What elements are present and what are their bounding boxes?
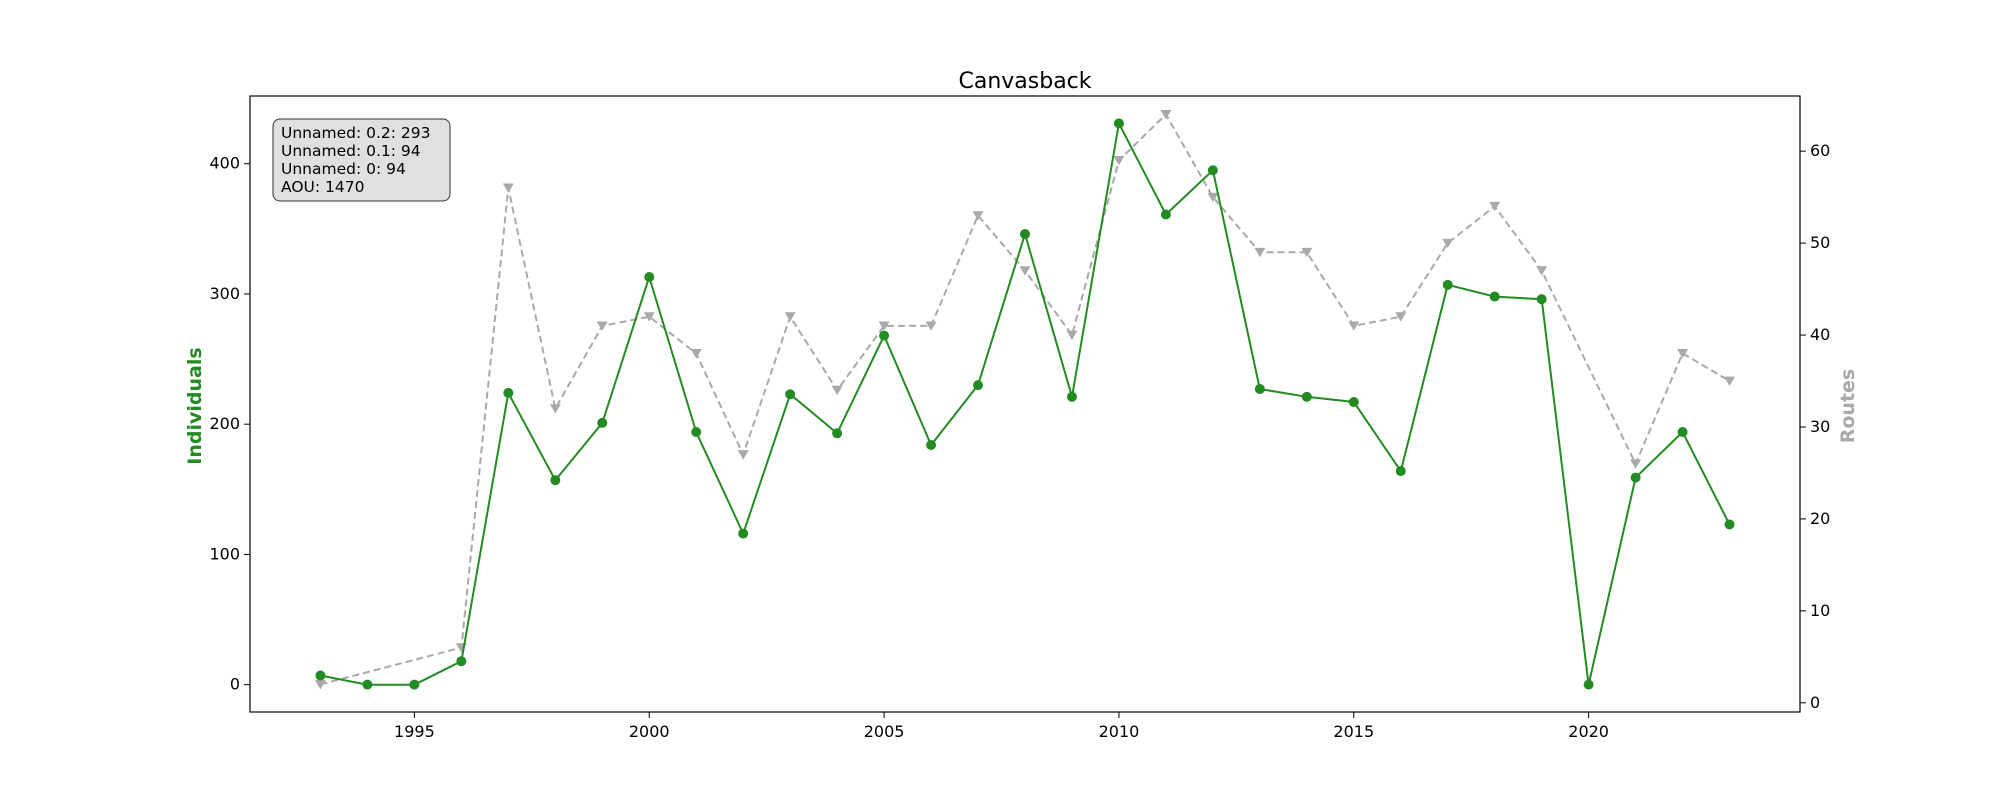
routes-point: [1489, 201, 1501, 212]
individuals-point: [1254, 384, 1265, 395]
series-layer: [314, 109, 1736, 690]
x-tick-label: 2015: [1333, 722, 1374, 741]
y-tick-label-left: 200: [209, 414, 240, 433]
routes-point: [1113, 155, 1125, 166]
info-line-4: AOU: 1470: [281, 178, 364, 196]
routes-point: [1724, 376, 1736, 386]
individuals-point: [1348, 397, 1359, 408]
individuals-point: [1207, 165, 1218, 176]
routes-point: [1630, 459, 1642, 469]
individuals-point: [879, 330, 890, 341]
routes-point: [1677, 349, 1689, 359]
y-tick-label-left: 300: [209, 284, 240, 303]
x-tick-label: 2000: [629, 722, 670, 741]
plot-frame: [249, 95, 1801, 713]
routes-point: [737, 450, 749, 460]
routes-point: [1442, 238, 1454, 249]
routes-point: [314, 680, 326, 690]
y-tick-label-left: 400: [209, 154, 240, 173]
routes-point: [878, 321, 890, 331]
routes-point: [1066, 330, 1078, 340]
individuals-point: [456, 656, 467, 667]
routes-point: [1160, 109, 1172, 120]
info-line-3: Unnamed: 0: 94: [281, 160, 406, 178]
individuals-point: [597, 417, 608, 428]
info-box-frame: [272, 118, 451, 202]
individuals-point: [973, 380, 984, 391]
info-box: Unnamed: 0.2: 293 Unnamed: 0.1: 94 Unnam…: [272, 118, 451, 202]
individuals-point: [1630, 472, 1641, 483]
individuals-point: [832, 428, 843, 439]
y-axis-label-left: Individuals: [184, 347, 206, 464]
individuals-point: [926, 440, 937, 451]
individuals-point: [1020, 229, 1030, 240]
y-tick-label-right: 50: [1810, 233, 1830, 252]
individuals-point: [1442, 279, 1453, 290]
routes-point: [784, 312, 796, 322]
routes-point: [1207, 192, 1219, 203]
routes-point: [1395, 312, 1407, 322]
x-tick-label: 2010: [1099, 722, 1140, 741]
x-tick-label: 1995: [394, 722, 435, 741]
individuals-point: [1395, 466, 1406, 477]
individuals-point: [1489, 291, 1500, 302]
routes-point: [596, 321, 608, 331]
y-tick-label-left: 0: [230, 675, 240, 694]
y-axis-label-right: Routes: [1837, 369, 1859, 444]
y-tick-label-right: 10: [1810, 601, 1830, 620]
routes-point: [831, 385, 843, 396]
individuals-point: [503, 387, 514, 398]
individuals-point: [315, 670, 326, 681]
y-tick-label-right: 30: [1810, 417, 1830, 436]
routes-point: [1254, 247, 1266, 258]
individuals-point: [1160, 209, 1171, 220]
individuals-point: [785, 389, 796, 400]
y-tick-label-right: 60: [1810, 141, 1830, 160]
axis-ticks: 1995 2000 2005 2010 2015 2020 0 100 200 300 400 0 10…: [209, 141, 1830, 741]
info-line-1: Unnamed: 0.2: 293: [281, 124, 431, 142]
x-tick-label: 2005: [864, 722, 905, 741]
individuals-point: [1113, 118, 1124, 129]
routes-point: [1019, 266, 1031, 276]
x-tick-label: 2020: [1568, 722, 1609, 741]
individuals-point: [691, 427, 702, 437]
individuals-point: [409, 679, 420, 690]
individuals-point: [1724, 519, 1735, 530]
individuals-point: [1301, 391, 1312, 402]
routes-point: [1348, 321, 1360, 331]
y-tick-label-left: 100: [209, 544, 240, 563]
info-line-2: Unnamed: 0.1: 94: [281, 142, 421, 160]
individuals-point: [1536, 294, 1547, 305]
individuals-point: [1066, 391, 1077, 402]
routes-point: [972, 211, 984, 221]
individuals-point: [644, 272, 655, 283]
routes-point: [643, 312, 655, 322]
routes-point: [1536, 266, 1548, 276]
y-tick-label-right: 20: [1810, 509, 1830, 528]
individuals-point: [738, 528, 749, 539]
individuals-point: [550, 475, 561, 486]
y-tick-label-right: 0: [1810, 693, 1820, 712]
routes-series-line: [320, 112, 1731, 686]
routes-point: [502, 183, 514, 193]
routes-point: [690, 349, 702, 359]
individuals-point: [1677, 427, 1688, 437]
individuals-point: [1583, 679, 1594, 690]
individuals-point: [362, 679, 373, 690]
chart-title: Canvasback: [958, 69, 1091, 94]
routes-point: [1301, 247, 1313, 258]
routes-point: [925, 321, 937, 331]
y-tick-label-right: 40: [1810, 325, 1830, 344]
routes-point: [549, 404, 561, 414]
